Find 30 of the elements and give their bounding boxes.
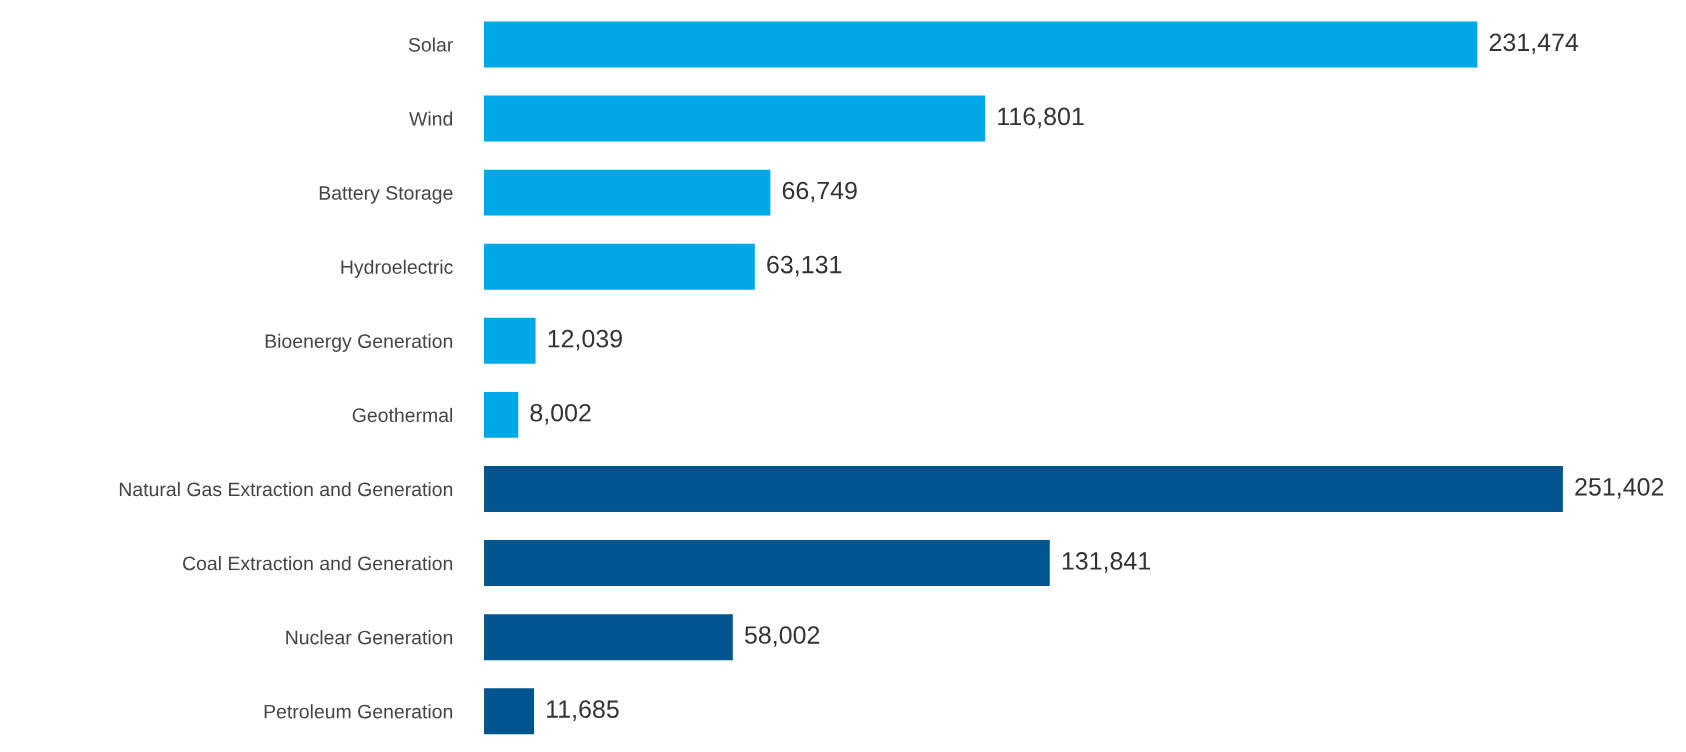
y-tick-label: Solar bbox=[408, 37, 454, 52]
y-tick-label: Nuclear Generation bbox=[286, 630, 453, 645]
bar bbox=[483, 688, 535, 735]
bar bbox=[483, 95, 986, 142]
data-label: 231,474 bbox=[1489, 33, 1579, 55]
bar bbox=[483, 391, 519, 438]
y-tick-label: Hydroelectric bbox=[341, 259, 453, 278]
bar bbox=[483, 243, 755, 290]
y-tick-label: Battery Storage bbox=[319, 186, 453, 204]
bar bbox=[483, 540, 1050, 587]
data-label: 8,002 bbox=[530, 403, 591, 425]
data-label: 131,841 bbox=[1062, 552, 1151, 573]
data-label: 63,131 bbox=[767, 255, 842, 277]
bar bbox=[483, 169, 771, 216]
data-label: 12,039 bbox=[548, 329, 622, 351]
y-tick-label: Wind bbox=[409, 111, 453, 126]
bar bbox=[483, 21, 1478, 68]
data-label: 251,402 bbox=[1575, 477, 1664, 499]
data-label: 58,002 bbox=[744, 626, 820, 647]
y-tick-label: Bioenergy Generation bbox=[265, 333, 453, 352]
bar bbox=[483, 317, 536, 364]
data-label: 66,749 bbox=[782, 181, 857, 203]
y-tick-label: Petroleum Generation bbox=[264, 704, 453, 719]
bar bbox=[483, 614, 733, 661]
y-tick-label: Coal Extraction and Generation bbox=[183, 556, 453, 571]
data-label: 116,801 bbox=[998, 107, 1084, 129]
data-label: 11,685 bbox=[547, 700, 619, 721]
y-tick-label: Natural Gas Extraction and Generation bbox=[119, 481, 453, 497]
y-tick-label: Geothermal bbox=[352, 407, 453, 423]
bar bbox=[483, 466, 1563, 512]
